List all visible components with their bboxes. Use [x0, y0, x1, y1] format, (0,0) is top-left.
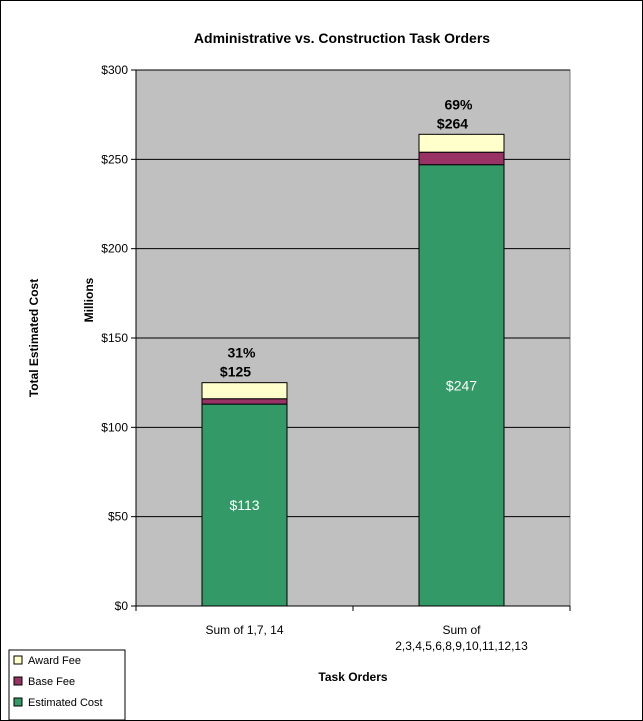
- data-labels: $113 $125 31% $247 $264 69%: [220, 96, 477, 513]
- segment-value-label: $247: [446, 377, 477, 393]
- legend-entry: Award Fee: [28, 655, 81, 667]
- y-tick-label: $200: [101, 242, 128, 256]
- legend-swatch: [13, 655, 23, 665]
- y-tick-label: $150: [101, 331, 128, 345]
- y-tick-label: $0: [115, 599, 129, 613]
- total-label: $264: [437, 115, 468, 131]
- category-labels: Sum of 1,7, 14 Sum of 2,3,4,5,6,8,9,10,11,…: [205, 623, 528, 653]
- legend-entry: Base Fee: [28, 676, 75, 688]
- percentage-label: 31%: [227, 345, 256, 361]
- category-label: Sum of 1,7, 14: [205, 623, 283, 637]
- legend: Award Fee Base Fee Estimated Cost: [8, 649, 126, 721]
- category-label: Sum of: [442, 623, 481, 637]
- y-axis-title: Total Estimated Cost: [27, 279, 41, 397]
- y-tick-labels: $0 $50 $100 $150 $200 $250 $300: [101, 63, 128, 613]
- segment-value-label: $113: [229, 497, 259, 513]
- bar-segment: [418, 164, 505, 607]
- y-tick-label: $300: [101, 63, 128, 77]
- bar-segment: [201, 382, 288, 400]
- legend-swatch: [13, 676, 23, 686]
- bar-segment: [418, 151, 505, 166]
- x-axis-title: Task Orders: [318, 670, 387, 684]
- y-axis-units: Millions: [82, 277, 96, 322]
- legend-box: [8, 649, 126, 721]
- y-tick-label: $50: [108, 510, 128, 524]
- legend-entry: Estimated Cost: [28, 697, 103, 709]
- bars: [201, 133, 505, 607]
- legend-swatch: [13, 697, 23, 707]
- y-tick-label: $250: [101, 152, 128, 166]
- percentage-label: 69%: [444, 96, 473, 112]
- category-label: 2,3,4,5,6,8,9,10,11,12,13: [395, 639, 528, 653]
- bar-segment: [418, 133, 505, 153]
- bar-segment: [201, 398, 288, 405]
- chart-title: Administrative vs. Construction Task Ord…: [194, 30, 490, 46]
- y-tick-label: $100: [101, 420, 128, 434]
- total-label: $125: [220, 364, 251, 380]
